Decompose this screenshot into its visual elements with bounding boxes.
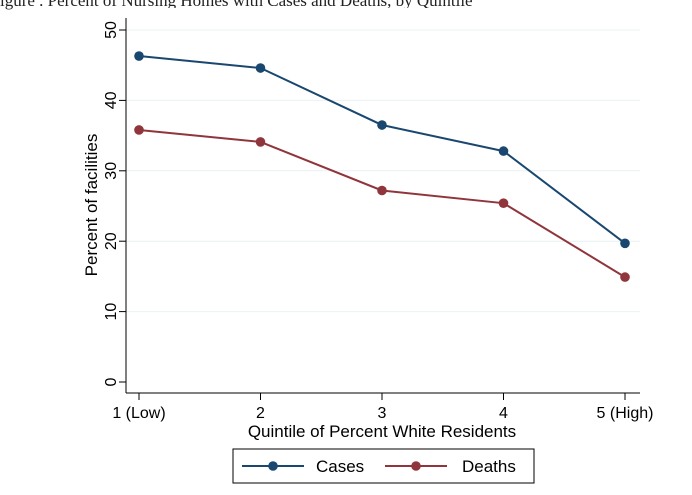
plot-area (126, 18, 640, 393)
data-point-cases (620, 238, 630, 249)
data-point-cases (255, 63, 266, 73)
y-tick-label: 30 (103, 162, 120, 180)
data-point-cases (377, 120, 387, 130)
legend-label-deaths: Deaths (462, 457, 516, 476)
y-tick-label: 0 (103, 377, 120, 386)
data-point-deaths (255, 137, 266, 147)
x-tick-label: 1 (Low) (112, 405, 165, 422)
series-layer (134, 51, 630, 282)
data-point-deaths (620, 272, 630, 282)
x-axis-title: Quintile of Percent White Residents (248, 422, 516, 441)
y-axis-ticks: 0 10 20 30 40 50 (103, 21, 126, 386)
data-point-cases (134, 51, 144, 61)
data-point-deaths (498, 198, 509, 208)
y-axis-title: Percent of facilities (82, 134, 101, 277)
x-axis-ticks: 1 (Low) 2 3 4 5 (High) (112, 393, 653, 422)
legend-label-cases: Cases (316, 457, 364, 476)
y-tick-label: 50 (103, 21, 120, 39)
gridlines (126, 29, 640, 313)
x-tick-label: 3 (378, 405, 387, 422)
y-tick-label: 20 (103, 232, 120, 250)
data-point-deaths (134, 125, 144, 135)
data-point-deaths (377, 185, 387, 196)
x-tick-label: 5 (High) (597, 405, 654, 422)
figure-caption-fragment: igure . Percent of Nursing Homes with Ca… (0, 0, 473, 10)
legend: Cases Deaths (232, 448, 535, 484)
data-point-cases (498, 146, 509, 156)
x-tick-label: 4 (499, 405, 508, 422)
y-tick-label: 10 (103, 303, 120, 321)
legend-marker-cases (268, 461, 278, 471)
legend-marker-deaths (411, 461, 421, 471)
x-tick-label: 2 (256, 405, 265, 422)
y-tick-label: 40 (103, 91, 120, 109)
